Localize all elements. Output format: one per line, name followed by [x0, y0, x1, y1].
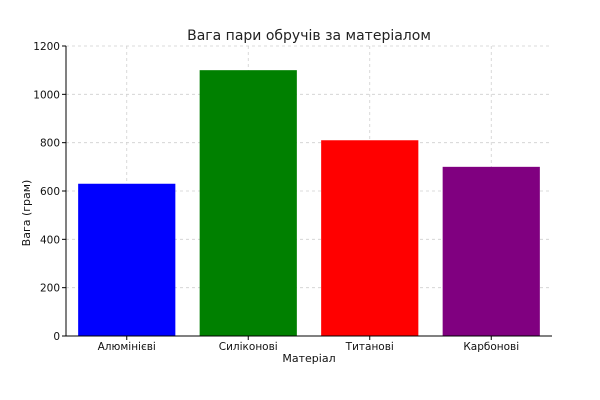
- x-axis-label: Матеріал: [282, 352, 335, 365]
- x-tick-label: Силіконові: [219, 341, 278, 353]
- y-tick-label: 800: [40, 138, 60, 150]
- y-axis-label: Вага (грам): [20, 180, 33, 247]
- x-tick-label: Алюмінієві: [98, 341, 156, 353]
- bar-3: [321, 140, 419, 336]
- y-tick-label: 400: [40, 234, 60, 246]
- x-tick-label: Карбонові: [463, 341, 519, 353]
- bar-4: [442, 166, 540, 336]
- bar-layer: [78, 70, 540, 337]
- chart-title: Вага пари обручів за матеріалом: [187, 28, 431, 44]
- y-tick-label: 1200: [33, 41, 60, 53]
- y-tick-label: 600: [40, 186, 60, 198]
- x-tick-label: Титанові: [345, 341, 394, 353]
- y-tick-label: 0: [53, 331, 60, 343]
- y-tick-label: 200: [40, 283, 60, 295]
- axis-layer: 0 200 400 600 800 1000 1200 Алюмінієві Силіконов…: [33, 41, 552, 353]
- y-tick-label: 1000: [33, 89, 60, 101]
- bar-2: [199, 70, 297, 337]
- bar-1: [78, 183, 176, 336]
